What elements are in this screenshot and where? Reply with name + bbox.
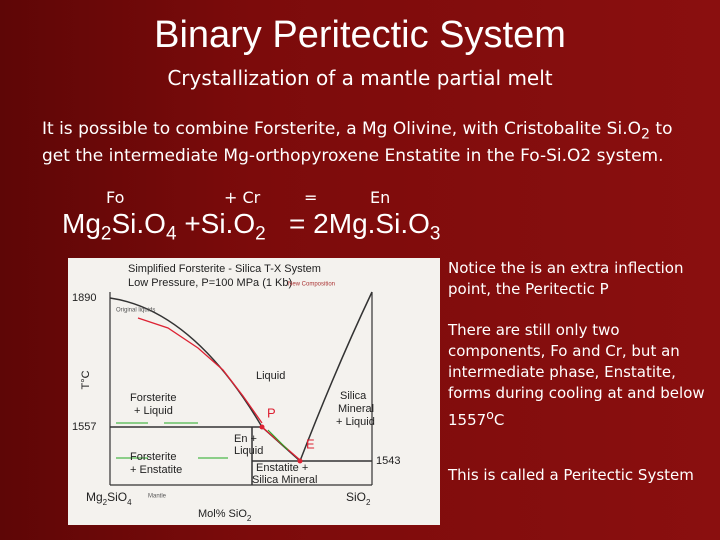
annotation: Original liquids [116,308,155,314]
field-label: Forsterite [130,451,176,463]
notes: Notice the is an extra inflection point,… [448,258,712,506]
temperature: 1543 [376,455,400,467]
field-label: + Liquid [134,405,173,417]
text: There are still only two components, Fo … [448,321,705,429]
subscript: 2 [100,223,112,245]
label: = [304,188,318,207]
note: There are still only two components, Fo … [448,320,712,431]
title: Binary Peritectic System [154,14,566,56]
field-label: Liquid [234,445,263,457]
x-end-label: SiO2 [346,490,371,506]
arrow [267,429,289,451]
field-label: En + [234,433,257,445]
field-label: Liquid [256,370,285,382]
subscript: 2 [103,498,108,507]
subtitle: Crystallization of a mantle partial melt [167,66,553,90]
field-label: Silica [340,390,367,402]
annotation: New Composition [288,282,335,288]
note: This is called a Peritectic System [448,466,694,484]
equation: Mg2Si.O4 +Si.O2 = 2Mg.Si.O3 [62,208,440,246]
subscript: 2 [640,126,650,143]
field-label: Forsterite [130,392,176,404]
text: Mol% SiO [198,508,247,520]
subscript: 4 [165,223,177,245]
diagram-subtitle: Low Pressure, P=100 MPa (1 Kb) [128,277,292,289]
label: En [370,188,391,207]
field-label: Mineral [338,403,374,415]
x-end-label: Mg2SiO4 [86,490,132,506]
subscript: 3 [429,223,441,245]
text: C [493,411,505,429]
subscript: 2 [366,498,371,507]
text: SiO [346,490,366,504]
green-arrows [116,422,289,459]
arrow-path [137,317,263,424]
field-label: Silica Mineral [252,474,317,486]
intro-text: It is possible to combine Forsterite, a … [42,118,682,167]
phase-boundaries [109,291,373,485]
subscript: 2 [255,223,266,245]
text: +Si.O [184,208,256,239]
temperature: 1890 [72,292,96,304]
text: SiO [107,490,127,504]
liquidus [299,291,373,462]
label: + Cr [224,188,261,207]
point-label: E [306,436,315,451]
field-label: Enstatite + [256,462,308,474]
eutectic-point [297,458,303,464]
superscript: o [486,407,494,422]
label: Fo [106,188,125,207]
x-axis-label: Mol% SiO2 [198,508,252,523]
subscript: 4 [127,498,132,507]
annotation: Mantle [148,494,167,500]
temperature: 1557 [72,421,96,433]
y-axis-label: T°C [80,370,92,389]
text: It is possible to combine Forsterite, a … [42,119,641,139]
axes [109,292,373,486]
liquidus [109,297,301,462]
text: Mg [86,490,103,504]
text: = 2Mg.Si.O [289,208,430,239]
diagram-title: Simplified Forsterite - Silica T-X Syste… [128,263,321,275]
text: Si.O [111,208,166,239]
field-label: + Liquid [336,416,375,428]
text: Mg [62,208,101,239]
text: to get the intermediate Mg-orthopyroxene… [42,119,673,167]
peritectic-point [259,424,265,430]
field-label: + Enstatite [130,464,182,476]
phase-diagram: Simplified Forsterite - Silica T-X Syste… [68,258,440,525]
point-label: P [267,405,276,420]
subscript: 2 [247,514,252,523]
note: Notice the is an extra inflection point,… [448,259,684,298]
